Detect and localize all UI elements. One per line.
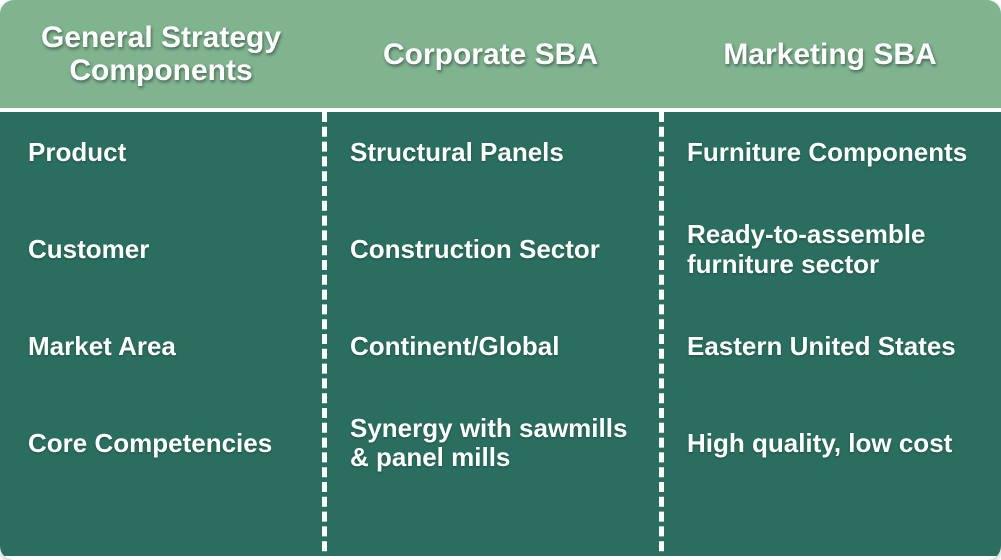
cell-corporate: Continent/Global bbox=[322, 306, 659, 388]
cell-marketing: Eastern United States bbox=[659, 306, 1001, 388]
cell-corporate: Structural Panels bbox=[322, 112, 659, 194]
table-body: Product Structural Panels Furniture Comp… bbox=[0, 112, 1001, 556]
header-cell-general: General Strategy Components bbox=[0, 0, 322, 108]
cell-corporate: Construction Sector bbox=[322, 194, 659, 306]
table-header-row: General Strategy Components Corporate SB… bbox=[0, 0, 1001, 112]
table-row: Product Structural Panels Furniture Comp… bbox=[0, 112, 1001, 194]
table-row: Market Area Continent/Global Eastern Uni… bbox=[0, 306, 1001, 388]
table-row: Customer Construction Sector Ready-to-as… bbox=[0, 194, 1001, 306]
column-divider-1 bbox=[322, 112, 327, 560]
cell-marketing: Furniture Components bbox=[659, 112, 1001, 194]
cell-marketing: High quality, low cost bbox=[659, 388, 1001, 500]
column-divider-2 bbox=[659, 112, 664, 560]
row-label: Product bbox=[0, 112, 322, 194]
row-label: Market Area bbox=[0, 306, 322, 388]
table-row: Core Competencies Synergy with sawmills … bbox=[0, 388, 1001, 500]
cell-corporate: Synergy with sawmills & panel mills bbox=[322, 388, 659, 500]
header-cell-marketing: Marketing SBA bbox=[659, 0, 1001, 108]
strategy-table-card: General Strategy Components Corporate SB… bbox=[0, 0, 1001, 560]
cell-marketing: Ready-to-assemble furniture sector bbox=[659, 194, 1001, 306]
row-label: Core Competencies bbox=[0, 388, 322, 500]
row-label: Customer bbox=[0, 194, 322, 306]
header-cell-corporate: Corporate SBA bbox=[322, 0, 659, 108]
